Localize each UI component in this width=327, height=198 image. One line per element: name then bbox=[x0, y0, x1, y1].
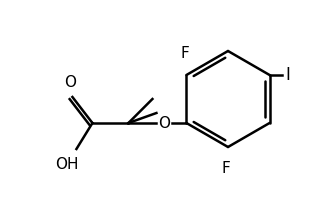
Text: F: F bbox=[222, 161, 231, 176]
Text: OH: OH bbox=[55, 157, 78, 172]
Text: I: I bbox=[285, 66, 290, 84]
Text: O: O bbox=[158, 115, 170, 130]
Text: O: O bbox=[64, 75, 77, 90]
Text: F: F bbox=[180, 46, 189, 61]
